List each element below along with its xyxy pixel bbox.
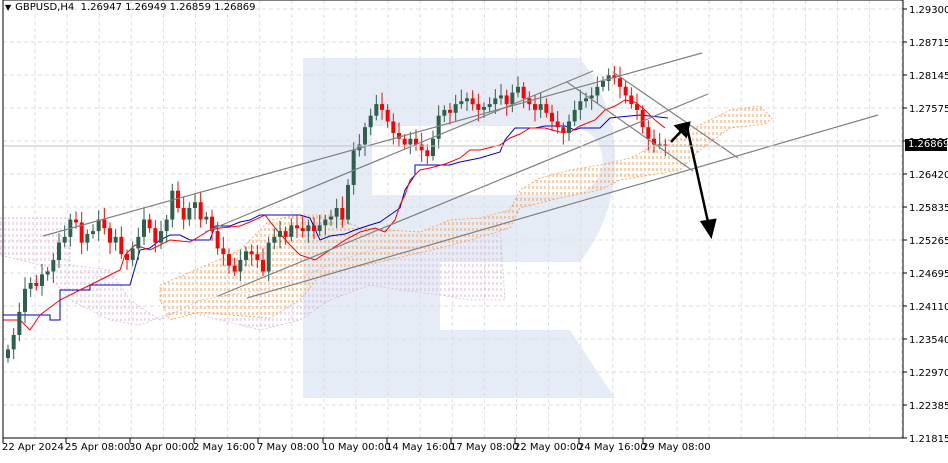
- time-label: 10 May 00:00: [322, 442, 391, 453]
- time-label: 22 May 00:00: [514, 442, 583, 453]
- time-label: 22 Apr 2024: [2, 442, 64, 453]
- price-label: 1.24110: [909, 302, 948, 313]
- time-label: 7 May 08:00: [257, 442, 320, 453]
- time-label: 2 May 16:00: [193, 442, 256, 453]
- price-label: 1.26420: [909, 170, 948, 181]
- current-price-label: 1.26869: [905, 139, 948, 151]
- channel-lower-line-a: [217, 93, 709, 297]
- channel-upper-line: [42, 52, 703, 237]
- price-label: 1.27575: [909, 104, 948, 115]
- price-label: 1.22385: [909, 401, 948, 412]
- time-label: 25 Apr 08:00: [65, 442, 131, 453]
- symbol-title: GBPUSD,H4 1.26947 1.26949 1.26859 1.2686…: [15, 2, 256, 13]
- kijun-sen-line: [3, 114, 669, 321]
- price-label: 1.22970: [909, 368, 948, 379]
- channel-mid-line: [204, 70, 594, 233]
- time-label: 24 May 16:00: [578, 442, 647, 453]
- price-label: 1.28715: [909, 38, 948, 49]
- forecast-arrow-down: [685, 126, 710, 223]
- chart-title: ▼ GBPUSD,H4 1.26947 1.26949 1.26859 1.268…: [5, 2, 256, 13]
- price-label: 1.24695: [909, 269, 948, 280]
- trendlines: [42, 52, 879, 299]
- forecast-arrows: [670, 121, 717, 240]
- collapse-triangle-icon[interactable]: ▼: [5, 3, 12, 12]
- descending-line-lower: [566, 81, 694, 172]
- time-label: 30 Apr 00:00: [129, 442, 195, 453]
- x-axis-ticks: [2, 438, 644, 443]
- time-label: 29 May 08:00: [642, 442, 711, 453]
- time-label: 17 May 08:00: [450, 442, 519, 453]
- time-label: 14 May 16:00: [386, 442, 455, 453]
- chart-frame: [2, 0, 904, 439]
- descending-line-upper: [612, 71, 739, 159]
- ichimoku-cloud: [0, 105, 773, 331]
- ichimoku-lines: [3, 99, 669, 331]
- forecast-arrow-down-head: [699, 218, 717, 240]
- price-label: 1.25265: [909, 236, 948, 247]
- price-label: 1.28145: [909, 71, 948, 82]
- price-label: 1.21815: [909, 434, 948, 445]
- tenkan-sen-line: [3, 99, 666, 331]
- price-label: 1.25835: [909, 203, 948, 214]
- price-label: 1.29300: [909, 5, 948, 16]
- price-label: 1.23540: [909, 335, 948, 346]
- y-axis-ticks: [903, 8, 907, 439]
